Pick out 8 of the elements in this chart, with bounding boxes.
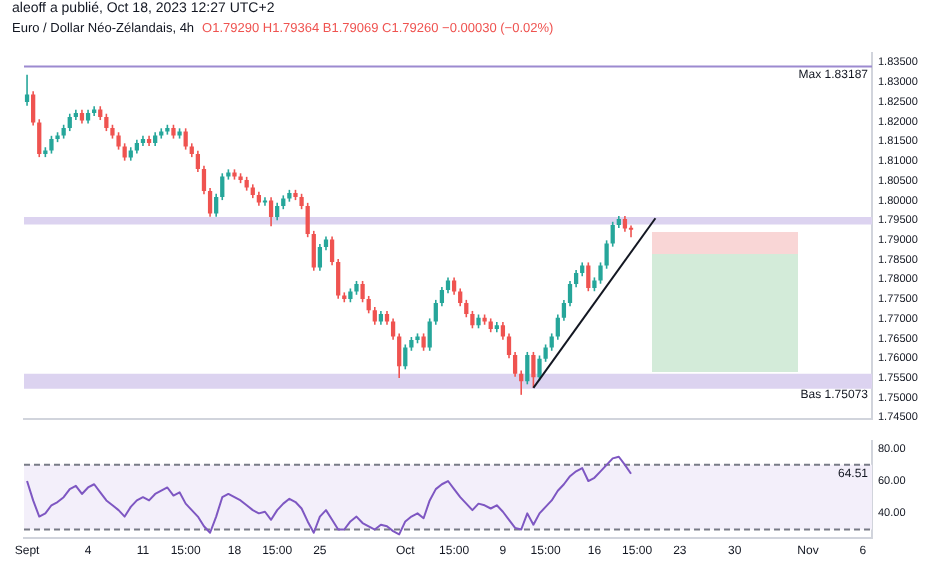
candlestick — [268, 196, 274, 227]
candlestick — [403, 343, 408, 371]
candlestick — [586, 261, 591, 293]
candlestick — [317, 243, 323, 272]
candlestick — [531, 351, 536, 389]
candlestick — [183, 127, 188, 151]
candlestick — [24, 74, 30, 107]
candlestick — [525, 351, 530, 386]
